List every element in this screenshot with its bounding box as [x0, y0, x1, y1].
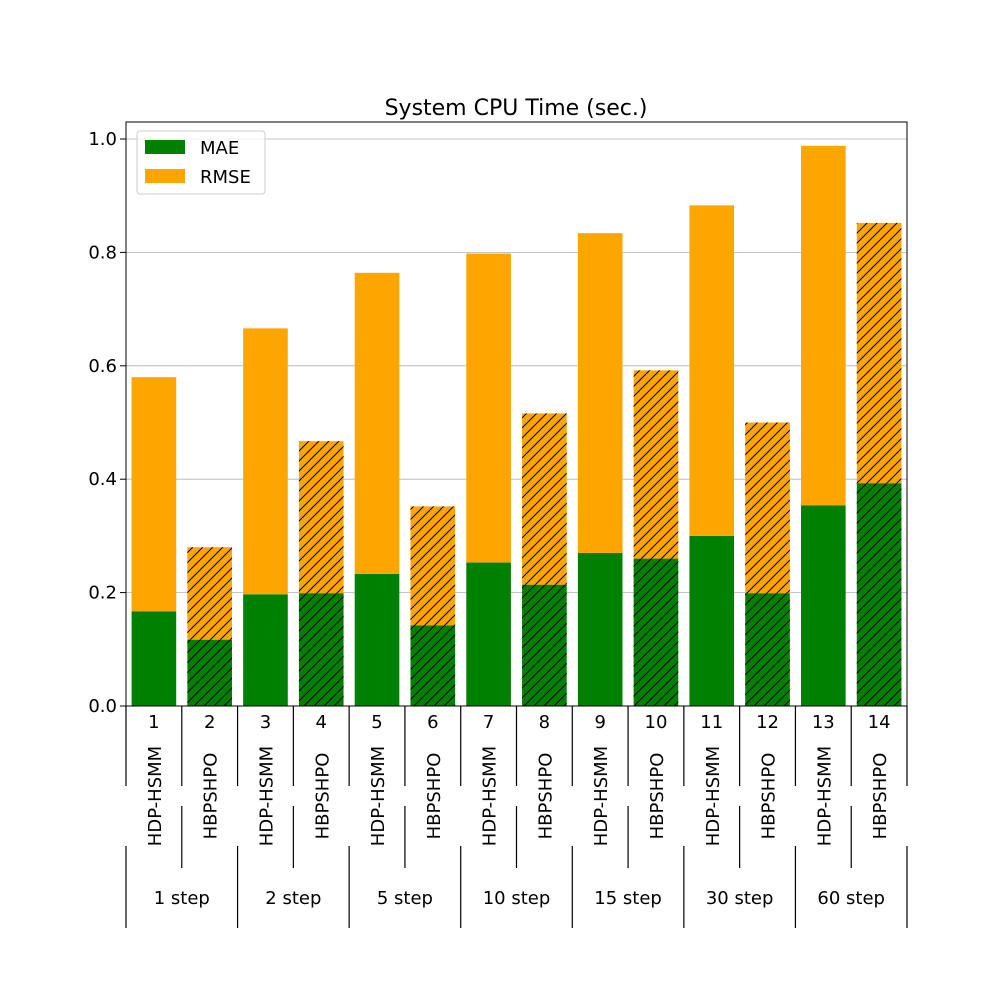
y-tick-label: 0.8 — [88, 242, 117, 263]
x-category-label: 1 — [148, 712, 159, 733]
bar-rmse-hatch — [856, 222, 902, 484]
method-label: HDP-HSMM — [703, 746, 724, 846]
bar-stack-10 — [633, 370, 679, 706]
x-category-label: 10 — [645, 712, 668, 733]
method-label: HDP-HSMM — [145, 746, 166, 846]
legend: MAE RMSE — [136, 130, 266, 195]
bar-rmse-hatch — [298, 441, 344, 594]
x-category-label: 5 — [371, 712, 382, 733]
x-category-label: 13 — [812, 712, 835, 733]
bar-rmse — [354, 272, 400, 574]
bar-rmse — [243, 328, 288, 595]
y-tick-label: 0.0 — [88, 696, 117, 717]
bar-rmse — [689, 205, 735, 536]
bar-mae-hatch — [856, 483, 902, 706]
y-axis-ticks: 0.0 0.2 0.4 0.6 0.8 1.0 — [88, 129, 126, 717]
method-label: HBPSHPO — [312, 753, 333, 840]
bar-stack-5 — [354, 272, 400, 706]
bar-mae-hatch — [745, 593, 790, 706]
bar-stack-3 — [243, 328, 288, 706]
bar-rmse — [577, 233, 623, 553]
bar-mae — [577, 552, 623, 706]
method-label: HDP-HSMM — [256, 746, 277, 846]
x-category-label: 9 — [594, 712, 605, 733]
bar-mae — [131, 611, 177, 706]
y-tick-label: 1.0 — [88, 129, 117, 150]
method-label: HDP-HSMM — [814, 746, 835, 846]
bar-mae — [801, 505, 846, 706]
group-label: 60 step — [817, 888, 885, 909]
chart-title: System CPU Time (sec.) — [385, 96, 648, 121]
x-category-label: 3 — [260, 712, 271, 733]
bar-rmse-hatch — [633, 370, 679, 559]
bar-rmse — [801, 145, 846, 506]
bar-stack-11 — [689, 205, 735, 706]
x-category-label: 2 — [204, 712, 215, 733]
method-label: HBPSHPO — [535, 753, 556, 840]
bar-mae-hatch — [298, 593, 344, 706]
method-label: HDP-HSMM — [591, 746, 612, 846]
bar-stack-6 — [410, 506, 456, 706]
group-label: 30 step — [706, 888, 774, 909]
legend-swatch — [145, 140, 185, 154]
x-category-label: 11 — [700, 712, 723, 733]
bar-mae-hatch — [410, 625, 456, 706]
method-label: HBPSHPO — [759, 753, 780, 840]
bar-stack-7 — [466, 253, 511, 706]
bar-rmse-hatch — [522, 413, 567, 585]
bar-rmse-hatch — [745, 422, 790, 594]
y-tick-label: 0.4 — [88, 469, 117, 490]
bar-mae — [354, 573, 400, 706]
method-label: HDP-HSMM — [368, 746, 389, 846]
bar-rmse — [466, 253, 511, 563]
group-label: 15 step — [594, 888, 662, 909]
bar-mae-hatch — [187, 639, 232, 706]
x-category-label: 7 — [483, 712, 494, 733]
bar-stack-1 — [131, 377, 177, 706]
legend-swatch — [145, 169, 185, 183]
method-label: HDP-HSMM — [480, 746, 501, 846]
method-label: HBPSHPO — [201, 753, 222, 840]
y-tick-label: 0.6 — [88, 356, 117, 377]
bar-stack-4 — [298, 441, 344, 706]
bar-mae-hatch — [633, 558, 679, 706]
group-label: 2 step — [265, 888, 321, 909]
x-category-label: 12 — [756, 712, 779, 733]
x-category-label: 14 — [868, 712, 891, 733]
bar-rmse-hatch — [410, 506, 456, 626]
bar-stack-8 — [522, 413, 567, 706]
bar-mae-hatch — [522, 584, 567, 706]
y-tick-label: 0.2 — [88, 583, 117, 604]
bar-rmse — [131, 377, 177, 612]
group-label: 10 step — [483, 888, 551, 909]
group-label: 1 step — [154, 888, 210, 909]
group-label: 5 step — [377, 888, 433, 909]
bar-stack-13 — [801, 145, 846, 706]
bar-stack-2 — [187, 547, 232, 706]
bar-stack-9 — [577, 233, 623, 706]
x-category-label: 6 — [427, 712, 438, 733]
legend-label: RMSE — [200, 167, 251, 188]
legend-label: MAE — [200, 138, 239, 159]
x-axis-categories: 1 HDP-HSMM 2 HBPSHPO 3 HDP-HSMM 4 HBPSHPO 5 HDP-H… — [125, 706, 908, 928]
bar-mae — [243, 594, 288, 706]
bar-mae — [466, 562, 511, 706]
bar-mae — [689, 535, 735, 706]
bar-rmse-hatch — [187, 547, 232, 640]
method-label: HBPSHPO — [870, 753, 891, 840]
bar-stack-12 — [745, 422, 790, 706]
method-label: HBPSHPO — [424, 753, 445, 840]
bar-stack-14 — [856, 222, 902, 706]
x-category-label: 4 — [316, 712, 327, 733]
method-label: HBPSHPO — [647, 753, 668, 840]
x-category-label: 8 — [539, 712, 550, 733]
bars — [131, 145, 902, 706]
